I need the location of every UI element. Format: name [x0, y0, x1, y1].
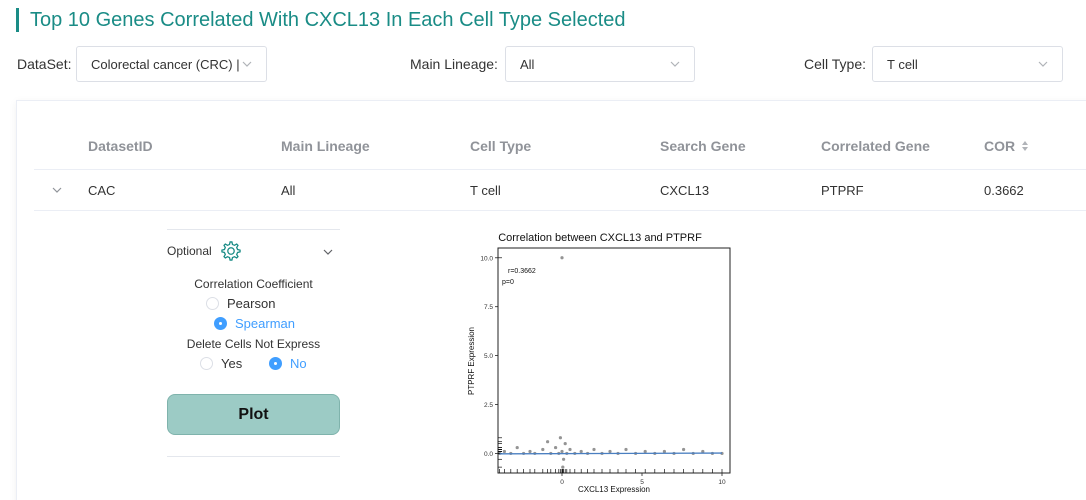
data-point	[554, 445, 558, 450]
header-cor-label: COR	[984, 137, 1016, 154]
filter-bar: DataSet: Colorectal cancer (CRC) | Main …	[0, 46, 1086, 82]
data-point	[662, 449, 666, 454]
no-radio[interactable]: No	[269, 356, 307, 371]
data-point	[515, 445, 519, 450]
data-point	[563, 442, 567, 446]
chevron-down-icon	[1038, 61, 1048, 67]
chart-title: Correlation between CXCL13 and PTPRF	[498, 232, 702, 244]
gear-icon	[220, 241, 241, 261]
spearman-label: Spearman	[235, 316, 295, 331]
x-tick-label: 0	[560, 479, 564, 486]
p-annotation: p=0	[502, 279, 514, 286]
header-datasetid: DatasetID	[88, 137, 153, 154]
yes-label: Yes	[221, 356, 243, 371]
header-cell-type: Cell Type	[470, 137, 532, 154]
r-annotation: r=0.3662	[508, 268, 536, 275]
dataset-select-value: Colorectal cancer (CRC) |	[91, 56, 240, 72]
y-tick-label: 5.0	[484, 353, 493, 360]
x-tick-label: 10	[718, 479, 726, 486]
y-tick-label: 0.0	[484, 451, 493, 458]
y-tick-label: 10.0	[480, 255, 493, 262]
chevron-down-icon	[670, 61, 680, 67]
dataset-label: DataSet:	[17, 56, 72, 72]
data-point	[561, 465, 565, 469]
data-point	[562, 457, 566, 461]
plot-button[interactable]: Plot	[167, 394, 340, 435]
cell-search-gene: CXCL13	[660, 182, 710, 198]
data-point	[558, 436, 562, 440]
pearson-label: Pearson	[227, 296, 276, 311]
cell-cor: 0.3662	[984, 182, 1024, 198]
y-tick-label: 2.5	[484, 402, 493, 409]
sort-icon[interactable]	[1021, 140, 1029, 152]
data-point	[502, 449, 506, 454]
cell-datasetid: CAC	[88, 182, 116, 198]
page-title: Top 10 Genes Correlated With CXCL13 In E…	[30, 8, 626, 31]
data-point	[560, 449, 564, 454]
radio-dot	[214, 317, 227, 330]
radio-dot	[200, 357, 213, 370]
optional-toggle[interactable]: Optional	[167, 240, 340, 262]
x-axis: 0 5 10	[560, 473, 726, 486]
x-axis-label: CXCL13 Expression	[578, 485, 650, 494]
title-accent-bar	[16, 8, 19, 32]
plot-frame	[497, 247, 731, 474]
header-correlated-gene: Correlated Gene	[821, 137, 930, 154]
scatter-plot: Correlation between CXCL13 and PTPRF 0.0…	[467, 232, 731, 494]
data-point	[546, 440, 550, 444]
cell-cell-type: T cell	[470, 182, 501, 198]
delete-cells-title: Delete Cells Not Express	[186, 337, 321, 351]
data-point	[541, 447, 545, 452]
options-panel: Optional Correlation Coefficient Pearson…	[167, 229, 340, 457]
spearman-radio[interactable]: Spearman	[214, 316, 295, 331]
lineage-select-value: All	[520, 56, 535, 72]
correlation-coefficient-title: Correlation Coefficient	[194, 277, 313, 291]
data-point	[579, 449, 583, 454]
celltype-select[interactable]: T cell	[872, 46, 1063, 82]
lineage-select[interactable]: All	[505, 46, 695, 82]
fit-line	[499, 452, 723, 455]
expand-row-icon[interactable]	[50, 183, 64, 197]
rug-marks	[498, 257, 723, 473]
celltype-label: Cell Type:	[804, 56, 866, 72]
radio-dot	[269, 357, 282, 370]
x-tick-label: 5	[640, 479, 644, 486]
data-point	[701, 449, 705, 454]
dataset-select[interactable]: Colorectal cancer (CRC) |	[76, 46, 267, 82]
pearson-radio[interactable]: Pearson	[206, 296, 275, 311]
data-point	[568, 447, 572, 452]
y-tick-label: 7.5	[484, 304, 493, 311]
no-label: No	[290, 356, 307, 371]
header-main-lineage: Main Lineage	[281, 137, 370, 154]
table-row[interactable]: CAC All T cell CXCL13 PTPRF 0.3662	[34, 170, 1086, 211]
y-axis-label: PTPRF Expression	[467, 327, 476, 395]
page-header: Top 10 Genes Correlated With CXCL13 In E…	[16, 8, 626, 32]
data-point	[592, 447, 596, 452]
cell-correlated-gene: PTPRF	[821, 182, 864, 198]
optional-label: Optional	[167, 244, 212, 258]
radio-dot	[206, 297, 219, 310]
data-point	[608, 449, 612, 454]
y-axis: 0.0 2.5 5.0 7.5 10.0	[480, 255, 498, 458]
chevron-down-icon	[242, 61, 252, 67]
header-cor[interactable]: COR	[984, 122, 1029, 169]
yes-radio[interactable]: Yes	[200, 356, 242, 371]
chevron-down-icon[interactable]	[322, 246, 334, 258]
cell-main-lineage: All	[281, 182, 296, 198]
data-point	[560, 256, 564, 260]
celltype-select-value: T cell	[887, 56, 918, 72]
header-search-gene: Search Gene	[660, 137, 746, 154]
lineage-label: Main Lineage:	[410, 56, 498, 72]
data-point	[643, 449, 647, 454]
data-point	[682, 447, 686, 452]
data-point	[624, 447, 628, 452]
table-header: DatasetID Main Lineage Cell Type Search …	[34, 122, 1086, 170]
data-point	[528, 449, 532, 454]
data-points	[498, 256, 724, 469]
